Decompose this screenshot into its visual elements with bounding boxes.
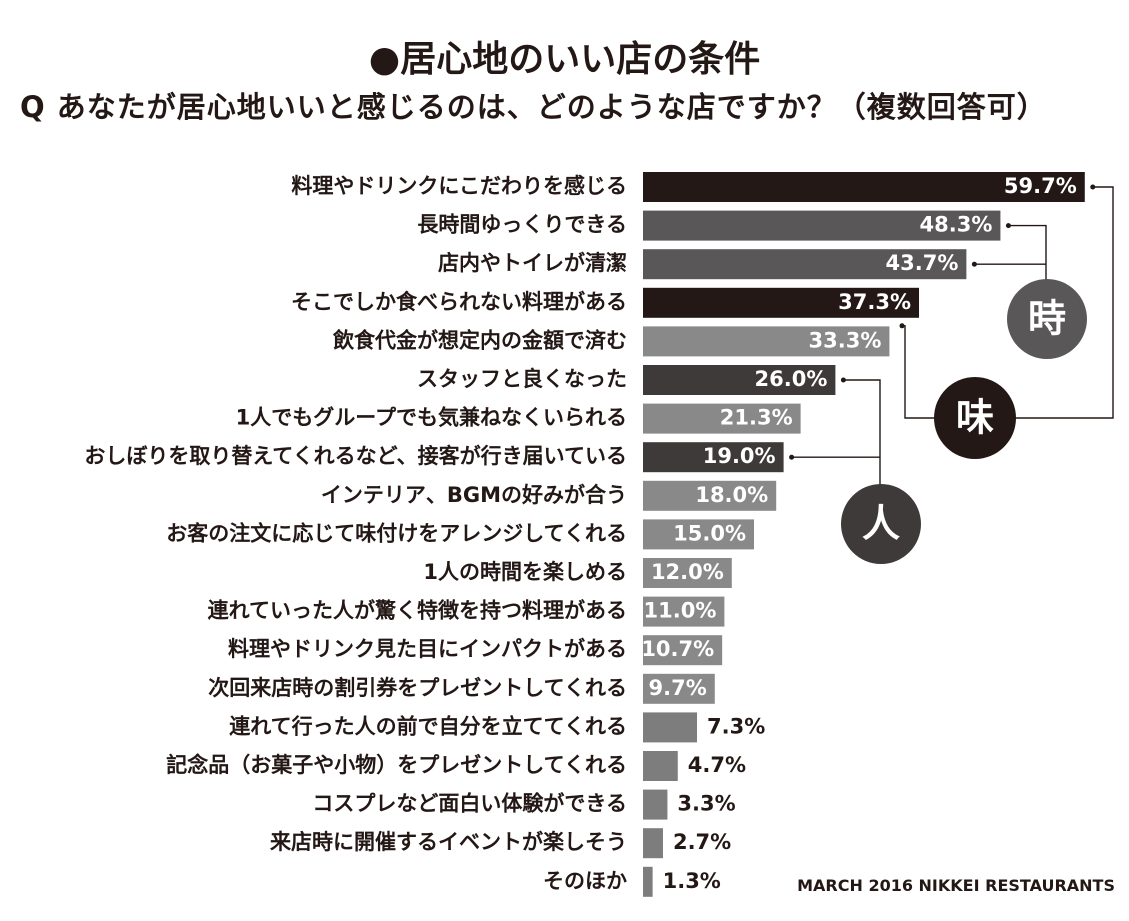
- value-label: 12.0%: [651, 560, 724, 584]
- value-label: 2.7%: [673, 830, 731, 854]
- value-label: 7.3%: [707, 714, 765, 738]
- source-credit: MARCH 2016 NIKKEI RESTAURANTS: [797, 876, 1115, 895]
- bar: [643, 673, 715, 704]
- bar: [643, 172, 1085, 202]
- category-label: スタッフと良くなった: [417, 367, 627, 391]
- bar: [643, 365, 836, 395]
- category-label: 飲食代金が想定内の金額で済む: [332, 328, 627, 352]
- bar: [643, 789, 668, 820]
- value-label: 11.0%: [644, 599, 717, 623]
- bar: [643, 866, 653, 897]
- connector-dot: [789, 454, 795, 460]
- badge-taste: [934, 377, 1016, 459]
- connector-dot: [1005, 223, 1011, 229]
- bar: [643, 287, 920, 318]
- value-label: 4.7%: [688, 753, 746, 777]
- badge-label: 味: [956, 396, 994, 440]
- value-label: 10.7%: [641, 637, 714, 661]
- category-label: 次回来店時の割引券をプレゼントしてくれる: [208, 676, 627, 700]
- category-label: 記念品（お菓子や小物）をプレゼントしてくれる: [166, 753, 627, 777]
- bar: [643, 596, 725, 627]
- category-label: そこでしか食べられない料理がある: [291, 290, 627, 314]
- connector-dot: [971, 261, 977, 267]
- connector-line: [1008, 224, 1047, 285]
- category-label: 1人の時間を楽しめる: [423, 560, 627, 584]
- bar: [643, 442, 784, 473]
- badge-label: 人: [862, 502, 900, 546]
- value-label: 26.0%: [755, 367, 828, 391]
- bar: [643, 558, 732, 588]
- chart-title: ●居心地のいい店の条件: [368, 39, 761, 80]
- category-label: 料理やドリンクにこだわりを感じる: [291, 174, 627, 198]
- value-label: 43.7%: [886, 251, 959, 275]
- category-label: おしぼりを取り替えてくれるなど、接客が行き届いている: [84, 444, 627, 468]
- value-label: 19.0%: [703, 444, 776, 468]
- category-label: 料理やドリンク見た目にインパクトがある: [228, 637, 627, 661]
- category-label: 長時間ゆっくりできる: [417, 213, 627, 237]
- bar: [643, 751, 678, 781]
- connector-line: [843, 379, 881, 485]
- value-label: 9.7%: [649, 676, 707, 700]
- connector-dot: [840, 377, 846, 383]
- value-label: 48.3%: [920, 213, 993, 237]
- bar: [643, 480, 777, 511]
- category-label: そのほか: [543, 869, 627, 893]
- category-label: コスプレなど面白い体験ができる: [312, 792, 627, 816]
- category-label: 店内やトイレが清潔: [438, 251, 627, 275]
- category-label: 来店時に開催するイベントが楽しそう: [270, 830, 627, 854]
- value-label: 37.3%: [838, 290, 911, 314]
- bar: [643, 403, 801, 434]
- bar: [643, 828, 663, 859]
- bar: [643, 519, 754, 550]
- connector-line: [1013, 186, 1114, 419]
- bar: [643, 249, 967, 280]
- value-label: 1.3%: [663, 869, 721, 893]
- category-label: 連れていった人が驚く特徴を持つ料理がある: [208, 599, 627, 623]
- value-label: 18.0%: [695, 483, 768, 507]
- badge-label: 時: [1028, 297, 1066, 341]
- category-label: インテリア、BGMの好みが合う: [321, 483, 627, 507]
- connector-dot: [1090, 184, 1096, 190]
- bar: [643, 326, 890, 357]
- value-label: 3.3%: [677, 792, 735, 816]
- category-label: 連れて行った人の前で自分を立ててくれる: [229, 714, 627, 738]
- connector-dot: [899, 323, 905, 329]
- value-label: 21.3%: [720, 406, 793, 430]
- category-label: 1人でもグループでも気兼ねなくいられる: [236, 406, 627, 430]
- badge-time: [1007, 279, 1087, 359]
- badge-people: [841, 484, 921, 564]
- connector-line: [902, 325, 935, 419]
- chart-question: Q あなたが居心地いいと感じるのは、どのような店ですか？（複数回答可）: [20, 90, 1047, 124]
- value-label: 33.3%: [809, 328, 882, 352]
- bar: [643, 712, 698, 743]
- bar: [643, 210, 1001, 241]
- value-label: 15.0%: [673, 521, 746, 545]
- bar: [643, 635, 723, 666]
- value-label: 59.7%: [1004, 174, 1077, 198]
- category-label: お客の注文に応じて味付けをアレンジしてくれる: [166, 521, 627, 545]
